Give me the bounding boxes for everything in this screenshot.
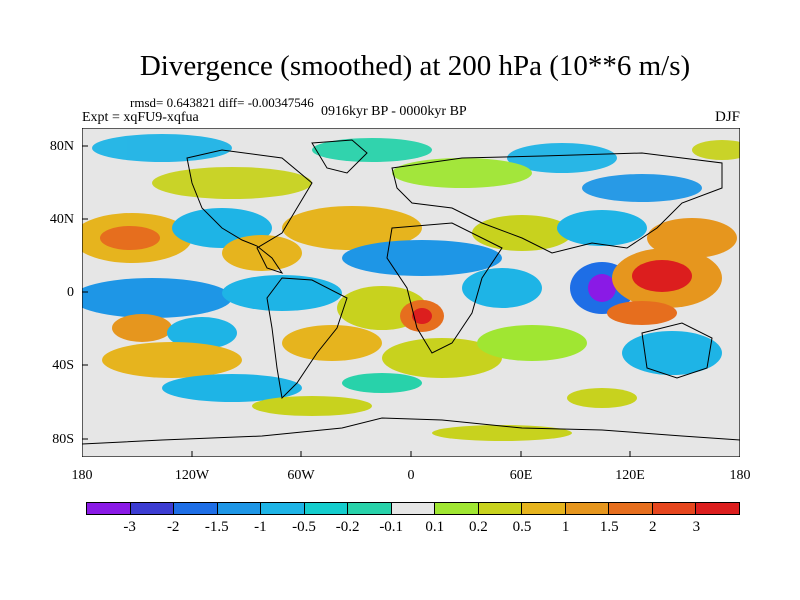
lon-label-180w: 180 — [71, 468, 93, 483]
colorbar-label: -1.5 — [204, 519, 229, 535]
colorbar-label: -0.5 — [292, 519, 316, 535]
colorbar-swatch — [304, 503, 349, 514]
colorbar-swatch — [565, 503, 610, 514]
colorbar-label: 2 — [649, 519, 657, 535]
colorbar-label: -2 — [166, 519, 180, 535]
colorbar-label: 0.5 — [512, 519, 532, 535]
colorbar-label: 3 — [692, 519, 701, 535]
colorbar-label: -1 — [254, 519, 267, 535]
north-band — [92, 134, 740, 202]
lat-label-0: 0 — [67, 285, 74, 300]
colorbar-swatch — [652, 503, 697, 514]
colorbar-swatch — [87, 503, 131, 514]
colorbar-label: 1.5 — [599, 519, 619, 535]
colorbar-swatch — [609, 503, 653, 514]
colorbar-label: 0.2 — [469, 519, 488, 535]
colorbar-swatch — [696, 503, 739, 514]
lon-label-180e: 180 — [729, 468, 751, 483]
colorbar-swatch — [217, 503, 262, 514]
stats-label: rmsd= 0.643821 diff= -0.00347546 — [130, 95, 314, 110]
colorbar-label: 1 — [561, 519, 570, 535]
lat-label-40n: 40N — [49, 212, 74, 227]
map-plot — [82, 128, 740, 457]
lon-label-0: 0 — [407, 468, 415, 483]
lon-label-120w: 120W — [174, 468, 210, 483]
africa-outline — [386, 222, 503, 354]
lat-label-40s: 40S — [52, 358, 74, 373]
colorbar-label: -0.2 — [335, 519, 360, 535]
lat-label-80s: 80S — [52, 432, 74, 447]
colorbar-swatch — [174, 503, 218, 514]
equatorial-band — [82, 248, 722, 332]
southern-subtropics — [102, 314, 722, 441]
season-label: DJF — [714, 109, 740, 125]
greenland-outline — [311, 139, 368, 174]
colorbar — [86, 502, 740, 515]
north-america-outline — [186, 149, 313, 274]
australia-outline — [641, 322, 713, 379]
colorbar-swatch — [391, 503, 436, 514]
lon-label-120e: 120E — [615, 468, 645, 483]
colorbar-swatch — [130, 503, 175, 514]
colorbar-label: -0.1 — [379, 519, 404, 535]
colorbar-swatch — [435, 503, 479, 514]
antarctica-outline — [82, 417, 740, 445]
colorbar-label: -3 — [123, 519, 136, 535]
lon-label-60e: 60E — [509, 468, 533, 483]
coastlines — [82, 139, 740, 445]
colorbar-label: 0.1 — [425, 519, 445, 535]
period-label: 0916kyr BP - 0000kyr BP — [321, 104, 467, 119]
experiment-label: Expt = xqFU9-xqfua — [82, 110, 199, 125]
lon-label-60w: 60W — [287, 468, 315, 483]
lat-label-80n: 80N — [49, 139, 74, 154]
eurasia-outline — [391, 152, 723, 254]
colorbar-swatch — [478, 503, 523, 514]
axis-ticks — [82, 145, 631, 457]
colorbar-swatch — [261, 503, 305, 514]
south-america-outline — [266, 277, 348, 400]
chart-title: Divergence (smoothed) at 200 hPa (10**6 … — [139, 50, 691, 82]
colorbar-swatch — [348, 503, 392, 514]
colorbar-swatch — [522, 503, 566, 514]
